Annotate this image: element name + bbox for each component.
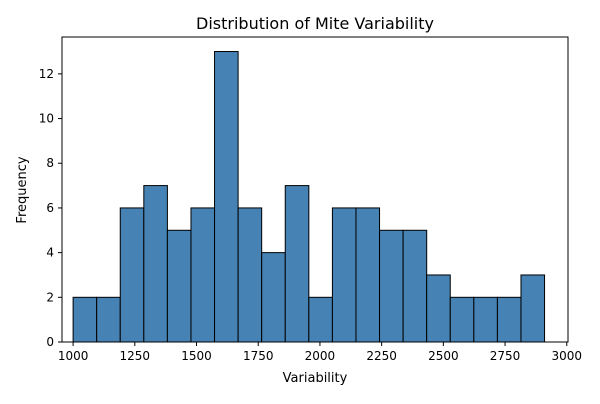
histogram-bar: [520, 274, 546, 343]
y-tick-label: 10: [39, 112, 54, 126]
histogram-bar: [166, 229, 192, 343]
histogram-bar: [143, 185, 168, 343]
histogram-bar: [190, 207, 216, 343]
x-tick-label: 2750: [490, 349, 521, 363]
y-tick-label: 2: [46, 290, 54, 304]
chart-title: Distribution of Mite Variability: [196, 14, 434, 33]
y-tick-label: 12: [39, 67, 54, 81]
x-tick-label: 1750: [243, 349, 274, 363]
y-tick-label: 4: [46, 246, 54, 260]
histogram-bar: [379, 229, 404, 343]
histogram-bar: [237, 207, 263, 343]
histogram-bar: [402, 229, 428, 343]
histogram-bar: [119, 207, 145, 343]
y-axis-label: Frequency: [15, 156, 30, 223]
x-tick-label: 1250: [120, 349, 151, 363]
x-tick-label: 1500: [181, 349, 212, 363]
bars-group: [72, 51, 546, 343]
histogram-bar: [96, 296, 121, 343]
x-tick-label: 2000: [305, 349, 336, 363]
histogram-bar: [331, 207, 357, 343]
histogram-bar: [284, 185, 310, 343]
y-tick-label: 8: [46, 156, 54, 170]
histogram-bar: [308, 296, 333, 343]
histogram-bar: [473, 296, 498, 343]
x-tick-label: 2500: [428, 349, 459, 363]
histogram-bar: [355, 207, 381, 343]
histogram-bar: [449, 296, 475, 343]
y-tick-label: 6: [46, 201, 54, 215]
histogram-bar: [214, 51, 239, 343]
plot-frame: [61, 36, 569, 343]
histogram-bar: [496, 296, 522, 343]
x-ticks-group: 1000 1250 1500 1750 2000 2250 2500 2750 3000: [58, 342, 582, 363]
y-ticks-group: 0 2 4 6 8 10 12: [39, 67, 62, 349]
x-tick-label: 2250: [366, 349, 397, 363]
histogram-bar: [261, 252, 286, 343]
x-tick-label: 3000: [551, 349, 582, 363]
y-tick-label: 0: [46, 335, 54, 349]
x-axis-label: Variability: [283, 371, 348, 386]
x-tick-label: 1000: [58, 349, 89, 363]
histogram-bar: [426, 274, 451, 343]
histogram-bar: [72, 296, 98, 343]
